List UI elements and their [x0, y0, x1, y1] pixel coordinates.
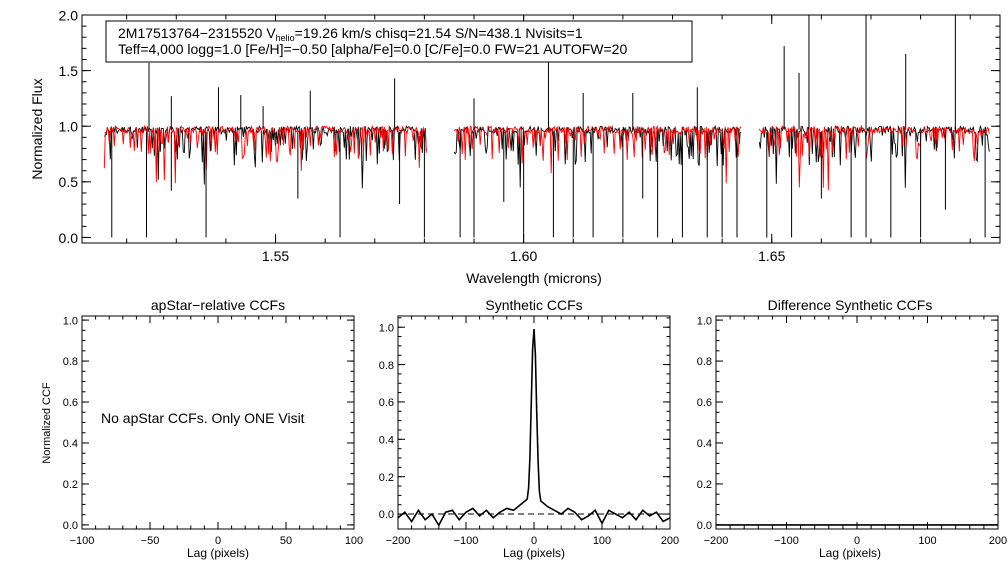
apstar-ccf-panel: −100 −50 0 50 100 0.0 0.2 0.4 0.6 0.8 1.0 apStar−r…	[41, 297, 363, 560]
apstar-ccf-ytick-label: 0.4	[63, 438, 78, 450]
info-line-2: Teff=4,000 logg=1.0 [Fe/H]=−0.50 [alpha/…	[118, 41, 627, 57]
synthetic-ccf-panel: −200 −100 0 100 200 0.0 0.2 0.4 0.6 0.8 1.0 Synthe…	[379, 297, 679, 560]
synthetic-ccf-line	[397, 329, 671, 527]
apstar-ccf-xtick-label: 0	[215, 535, 221, 547]
v-subscript: helio	[276, 33, 295, 43]
apstar-ccf-xtick-label: −50	[141, 535, 160, 547]
synthetic-ccf-xlabel: Lag (pixels)	[503, 546, 565, 560]
spectrum-axis-ticks: 1.55 1.60 1.65 0.0 0.5 1.0 1.5 2.0	[59, 7, 1000, 264]
model-spectrum-line	[103, 124, 990, 191]
spectrum-ytick-label: 1.0	[59, 119, 79, 135]
star-id: 2M17513764−2315520	[118, 25, 263, 41]
difference-ccf-ytick-label: 0.2	[697, 479, 712, 491]
difference-ccf-title: Difference Synthetic CCFs	[768, 297, 933, 313]
apstar-ccf-ytick-label: 1.0	[63, 315, 78, 327]
apstar-ccf-xlabel: Lag (pixels)	[187, 546, 249, 560]
spectrum-ytick-label: 1.5	[59, 63, 79, 79]
difference-ccf-panel: −200 −100 0 100 200 0.0 0.2 0.4 0.6 0.8 1.0 Differ…	[697, 297, 1007, 560]
difference-ccf-ytick-label: 1.0	[697, 315, 712, 327]
synthetic-ccf-ytick-label: 0.4	[379, 434, 394, 446]
difference-ccf-frame	[715, 315, 999, 530]
apstar-ccf-ticks: −100 −50 0 50 100 0.0 0.2 0.4 0.6 0.8 1.0	[63, 315, 363, 547]
difference-ccf-xlabel: Lag (pixels)	[819, 546, 881, 560]
synthetic-ccf-xtick-label: −100	[454, 535, 479, 547]
spectrum-ytick-label: 0.0	[59, 230, 79, 246]
apstar-ccf-ytick-label: 0.6	[63, 397, 78, 409]
difference-ccf-ticks: −200 −100 0 100 200 0.0 0.2 0.4 0.6 0.8 1.0	[697, 315, 1007, 547]
synthetic-ccf-frame	[397, 315, 671, 530]
difference-ccf-xtick-label: −100	[774, 535, 799, 547]
difference-ccf-ytick-label: 0.4	[697, 438, 712, 450]
spectrum-xlabel: Wavelength (microns)	[466, 270, 602, 286]
spectrum-frame	[81, 14, 1001, 244]
synthetic-ccf-xtick-label: 100	[593, 535, 611, 547]
no-visit-note: No apStar CCFs. Only ONE Visit	[101, 410, 305, 426]
difference-ccf-xtick-label: 0	[854, 535, 860, 547]
apstar-ccf-ytick-label: 0.2	[63, 479, 78, 491]
difference-ccf-xtick-label: −200	[704, 535, 729, 547]
spectrum-xtick-label: 1.55	[262, 248, 289, 264]
spectrum-panel: 1.55 1.60 1.65 0.0 0.5 1.0 1.5 2.0 2M17513764−2…	[29, 7, 1001, 286]
apstar-ccf-title: apStar−relative CCFs	[151, 297, 285, 313]
synthetic-ccf-xtick-label: 0	[531, 535, 537, 547]
apstar-ccf-ylabel: Normalized CCF	[41, 382, 53, 464]
synthetic-ccf-xtick-label: 200	[661, 535, 679, 547]
spectrum-xtick-label: 1.60	[510, 248, 537, 264]
difference-ccf-ytick-label: 0.0	[697, 520, 712, 532]
apstar-ccf-ytick-label: 0.0	[63, 520, 78, 532]
difference-ccf-ytick-label: 0.6	[697, 397, 712, 409]
synthetic-ccf-ytick-label: 0.2	[379, 472, 394, 484]
synthetic-ccf-xtick-label: −200	[386, 535, 411, 547]
apstar-ccf-ytick-label: 0.8	[63, 356, 78, 368]
difference-ccf-xtick-label: 100	[918, 535, 936, 547]
info-box	[105, 20, 693, 63]
difference-ccf-xtick-label: 200	[989, 535, 1007, 547]
synthetic-ccf-ticks: −200 −100 0 100 200 0.0 0.2 0.4 0.6 0.8 1.0	[379, 316, 679, 547]
info-line-1: 2M17513764−2315520 Vhelio=19.26 km/s chi…	[118, 25, 583, 43]
spectrum-marks	[103, 15, 990, 238]
spectrum-xtick-label: 1.65	[758, 248, 785, 264]
synthetic-ccf-title: Synthetic CCFs	[485, 297, 582, 313]
spectrum-ytick-label: 2.0	[59, 7, 79, 23]
apstar-ccf-xtick-label: 100	[345, 535, 363, 547]
apstar-ccf-xtick-label: 50	[280, 535, 292, 547]
difference-ccf-ytick-label: 0.8	[697, 356, 712, 368]
synthetic-ccf-ytick-label: 1.0	[379, 322, 394, 334]
spectrum-ytick-label: 0.5	[59, 174, 79, 190]
spectrum-ylabel: Normalized Flux	[29, 78, 45, 179]
apstar-ccf-xtick-label: −100	[70, 535, 95, 547]
info-line-1-rest: =19.26 km/s chisq=21.54 S/N=438.1 Nvisit…	[295, 25, 583, 41]
synthetic-ccf-ytick-label: 0.8	[379, 360, 394, 372]
observed-spectrum-line	[103, 124, 990, 189]
v-prefix: V	[266, 25, 276, 41]
synthetic-ccf-ytick-label: 0.0	[379, 509, 394, 521]
synthetic-ccf-ytick-label: 0.6	[379, 397, 394, 409]
synthetic-ccf-marks	[397, 329, 671, 527]
